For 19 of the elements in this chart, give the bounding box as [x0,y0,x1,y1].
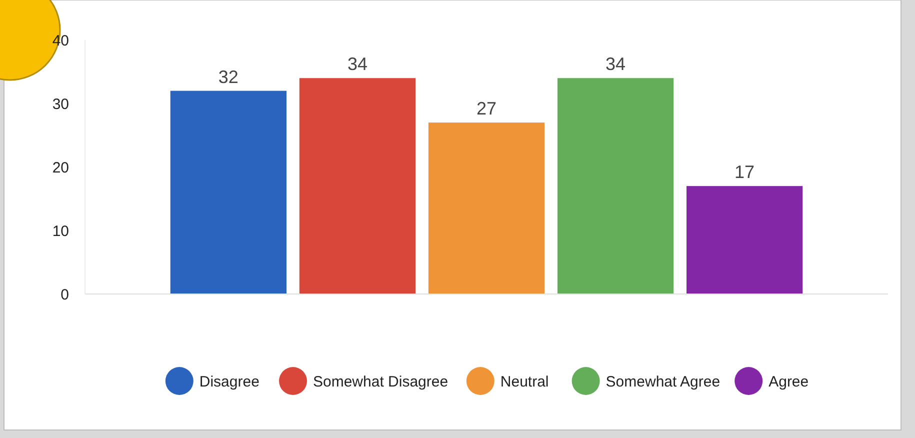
data-label: 27 [476,98,497,119]
data-label: 32 [218,66,238,87]
bar [299,78,416,294]
data-label: 17 [734,162,755,182]
legend-label: Somewhat Agree [606,373,720,390]
bar [557,78,674,294]
y-tick-label: 10 [52,222,69,240]
bar [428,122,545,294]
legend-label: Agree [768,373,809,390]
y-tick-label: 30 [52,96,69,113]
legend-label: Neutral [500,373,549,390]
bar [686,186,803,294]
legend-label: Somewhat Disagree [313,373,448,390]
y-tick-label: 0 [60,286,69,304]
data-label: 34 [606,54,626,74]
bar [170,90,286,294]
data-label: 34 [347,54,368,74]
legend-label: Disagree [199,373,260,390]
y-tick-label: 20 [52,159,69,176]
